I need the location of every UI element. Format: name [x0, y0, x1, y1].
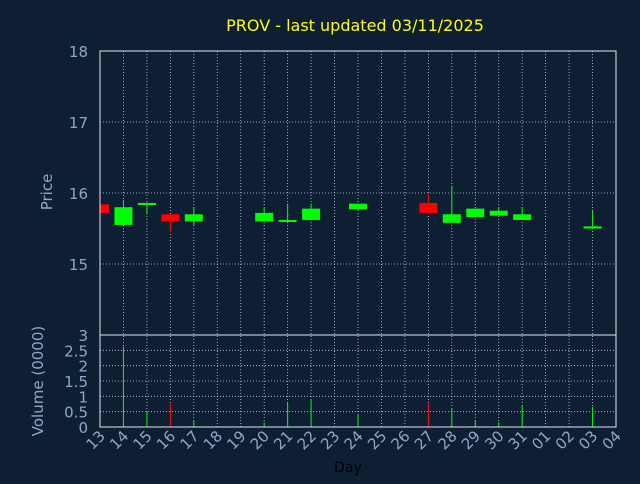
volume-tick-label: 3 — [78, 327, 88, 345]
x-tick-label: 26 — [388, 427, 414, 453]
x-tick-label: 23 — [317, 427, 343, 453]
price-axis-label: Price — [38, 174, 56, 211]
x-tick-label: 14 — [106, 427, 132, 453]
volume-panel-frame — [99, 334, 617, 428]
x-tick-label: 20 — [247, 427, 273, 453]
x-tick-label: 03 — [575, 427, 601, 453]
x-tick-label: 04 — [599, 427, 625, 453]
x-tick-label: 22 — [294, 427, 320, 453]
price-tick-label: 15 — [69, 256, 88, 274]
x-tick-label: 17 — [176, 427, 202, 453]
candle-body — [466, 208, 485, 218]
chart-title: PROV - last updated 03/11/2025 — [226, 16, 484, 35]
candle-body — [302, 208, 321, 220]
volume-tick-label: 2 — [78, 358, 88, 376]
x-tick-label: 01 — [528, 427, 554, 453]
candle-body — [184, 214, 203, 222]
x-tick-label: 25 — [364, 427, 390, 453]
candle-body — [137, 202, 156, 206]
x-axis-label: Day — [334, 460, 362, 476]
x-tick-label: 27 — [411, 427, 437, 453]
x-tick-label: 18 — [200, 427, 226, 453]
candle-body — [489, 210, 508, 216]
x-tick-label: 28 — [434, 427, 460, 453]
candle-body — [442, 214, 461, 223]
price-tick-label: 17 — [69, 114, 88, 132]
x-tick-label: 15 — [130, 427, 156, 453]
volume-tick-label: 2.5 — [64, 342, 88, 360]
volume-tick-label: 1.5 — [64, 373, 88, 391]
chart-marks — [99, 185, 602, 427]
candle-body — [278, 219, 297, 222]
volume-tick-label: 0.5 — [64, 404, 88, 422]
candle-body — [583, 226, 602, 229]
volume-tick-label: 1 — [78, 388, 88, 406]
x-tick-label: 16 — [153, 427, 179, 453]
candle-body — [349, 203, 367, 210]
x-tick-label: 29 — [458, 427, 484, 453]
candle-body — [161, 214, 180, 222]
x-tick-label: 02 — [552, 427, 578, 453]
x-tick-label: 24 — [341, 427, 367, 453]
price-tick-label: 16 — [69, 185, 88, 203]
grid-lines — [99, 50, 617, 428]
candle-body — [513, 214, 532, 220]
candle-body — [255, 212, 274, 222]
volume-tick-label: 0 — [78, 419, 88, 437]
candle-body — [419, 202, 438, 213]
x-tick-label: 31 — [505, 427, 531, 453]
candle-body — [100, 204, 109, 213]
x-tick-label: 19 — [223, 427, 249, 453]
price-tick-label: 18 — [69, 43, 88, 61]
x-tick-label: 21 — [270, 427, 296, 453]
x-tick-label: 30 — [481, 427, 507, 453]
volume-axis-label: Volume (0000) — [29, 326, 47, 436]
candle-body — [114, 207, 133, 225]
